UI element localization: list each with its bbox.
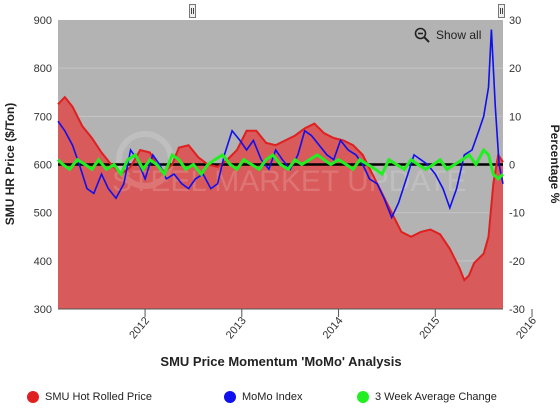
y-tick-label-right: 10 <box>509 111 521 123</box>
legend-label: SMU Hot Rolled Price <box>45 391 152 403</box>
legend-marker-price <box>27 391 39 403</box>
series-area-smu-hot-rolled-price <box>58 97 503 309</box>
y-tick-label-right: 0 <box>509 160 515 172</box>
x-tick-label: 2012 <box>127 315 152 341</box>
y-tick-label-right: -20 <box>509 256 525 268</box>
x-tick-label: 2016 <box>514 315 539 341</box>
y-axis-right-label: Percentage % <box>548 125 560 204</box>
legend-label: MoMo Index <box>242 391 303 403</box>
y-tick-label-right: -10 <box>509 208 525 220</box>
range-handle-right[interactable] <box>498 4 505 18</box>
y-tick-label-right: -30 <box>509 304 525 316</box>
legend: SMU Hot Rolled Price MoMo Index 3 Week A… <box>0 391 560 409</box>
legend-item-3-week-average-change[interactable]: 3 Week Average Change <box>357 391 497 403</box>
watermark-text: STEEL MARKET UPDATE <box>112 165 467 198</box>
y-tick-label-left: 500 <box>34 208 52 220</box>
legend-item-smu-hot-rolled-price[interactable]: SMU Hot Rolled Price <box>27 391 152 403</box>
watermark: STEEL MARKET UPDATE <box>112 131 467 198</box>
range-handle-left[interactable] <box>189 4 196 18</box>
y-tick-label-right: 20 <box>509 63 521 75</box>
y-axis-left-label: SMU HR Price ($/Ton) <box>3 103 17 225</box>
x-axis-label: SMU Price Momentum 'MoMo' Analysis <box>160 354 401 369</box>
legend-label: 3 Week Average Change <box>375 391 497 403</box>
y-tick-label-left: 400 <box>34 256 52 268</box>
legend-marker-avg <box>357 391 369 403</box>
show-all-label: Show all <box>436 28 482 42</box>
show-all-button[interactable]: Show all <box>414 27 481 43</box>
x-tick-label: 2014 <box>321 315 346 341</box>
y-tick-label-left: 600 <box>34 160 52 172</box>
y-tick-label-left: 800 <box>34 63 52 75</box>
x-tick-label: 2015 <box>417 315 442 341</box>
legend-item-momo-index[interactable]: MoMo Index <box>224 391 303 403</box>
y-tick-label-left: 700 <box>34 111 52 123</box>
y-tick-label-right: 30 <box>509 15 521 27</box>
x-tick-label: 2013 <box>224 315 249 341</box>
y-tick-label-left: 300 <box>34 304 52 316</box>
zoom-out-icon <box>414 27 430 43</box>
legend-marker-momo <box>224 391 236 403</box>
chart: STEEL MARKET UPDATE 30040050060070080090… <box>3 15 560 369</box>
y-tick-label-left: 900 <box>34 15 52 27</box>
series-line-3-week-average-change <box>56 147 505 182</box>
